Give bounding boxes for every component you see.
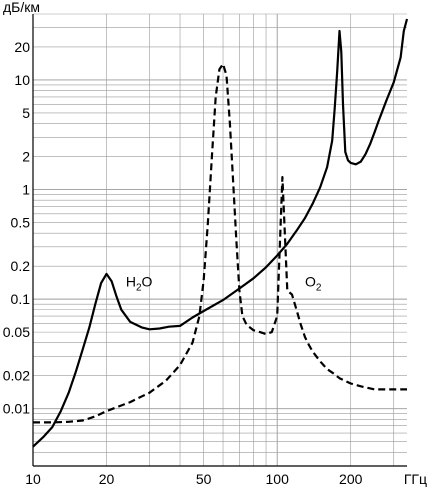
x-tick-label: 50	[196, 471, 212, 487]
y-tick-label: 1	[22, 182, 30, 198]
y-tick-labels: 20 10 5 2 1 0.5 0.2 0.1 0.05 0.02 0.01	[3, 39, 30, 417]
y-tick-label: 0.2	[11, 258, 31, 274]
annotation-label: H2O	[126, 273, 153, 293]
y-axis-unit-label: дБ/км	[3, 0, 40, 15]
y-tick-label: 0.5	[11, 215, 31, 231]
y-tick-label: 0.01	[3, 401, 30, 417]
series-line-dashed	[33, 62, 407, 424]
y-tick-label: 20	[14, 39, 30, 55]
x-axis-unit-label: ГГц	[404, 471, 427, 487]
x-tick-labels: 10 20 50 100 200	[25, 471, 362, 487]
annotation-label: O2	[305, 273, 322, 293]
plot-frame	[32, 14, 407, 467]
x-tick-label: 10	[25, 471, 41, 487]
y-tick-label: 0.02	[3, 368, 30, 384]
y-tick-label: 10	[14, 72, 30, 88]
y-tick-label: 0.05	[3, 324, 30, 340]
series-line-solid	[32, 18, 409, 448]
y-tick-label: 0.1	[11, 291, 31, 307]
grid	[32, 13, 407, 467]
x-tick-label: 200	[339, 471, 363, 487]
y-tick-label: 2	[22, 149, 30, 165]
y-tick-label: 5	[22, 105, 30, 121]
series-lines	[32, 18, 409, 448]
x-tick-label: 100	[266, 471, 290, 487]
x-tick-label: 20	[99, 471, 115, 487]
annotations: H2O O2	[126, 273, 322, 293]
